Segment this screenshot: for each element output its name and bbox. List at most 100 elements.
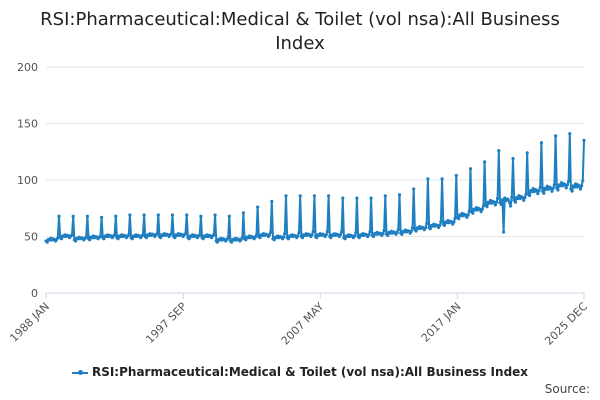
series-line-group[interactable] [44,132,586,244]
data-point[interactable] [497,149,501,153]
data-point[interactable] [396,227,400,232]
data-point[interactable] [539,141,544,145]
data-point[interactable] [272,238,276,242]
data-point[interactable] [507,201,512,205]
data-point[interactable] [258,236,262,240]
data-point[interactable] [506,198,510,202]
data-point[interactable] [513,200,518,204]
data-point[interactable] [286,237,290,241]
data-point[interactable] [500,198,504,202]
data-point[interactable] [213,213,217,217]
data-point[interactable] [386,233,390,237]
data-point[interactable] [45,240,49,244]
data-point[interactable] [199,214,203,218]
data-point[interactable] [269,230,273,234]
data-point[interactable] [479,210,483,214]
data-point[interactable] [523,196,527,200]
data-point[interactable] [301,236,305,240]
data-point[interactable] [357,236,361,240]
data-point[interactable] [353,234,357,238]
series-line[interactable] [45,132,585,244]
legend[interactable]: RSI:Pharmaceutical:Medical & Toilet (vol… [0,364,600,380]
data-point[interactable] [155,232,159,236]
data-point[interactable] [496,196,500,200]
data-point[interactable] [382,229,386,233]
data-point[interactable] [169,232,173,236]
data-point[interactable] [183,232,188,236]
data-point[interactable] [530,190,534,194]
data-point[interactable] [537,189,541,193]
data-point[interactable] [545,184,549,188]
data-point[interactable] [84,235,88,239]
data-point[interactable] [400,232,404,236]
data-point[interactable] [325,230,329,234]
data-point[interactable] [487,201,491,205]
data-point[interactable] [369,196,373,200]
data-point[interactable] [127,233,131,237]
data-point[interactable] [130,237,134,241]
data-point[interactable] [338,233,342,237]
data-point[interactable] [142,213,146,217]
data-point[interactable] [343,237,347,241]
data-point[interactable] [159,236,163,240]
data-point[interactable] [522,198,526,202]
data-point[interactable] [494,200,499,204]
data-point[interactable] [488,198,493,203]
data-point[interactable] [517,194,521,198]
data-point[interactable] [552,183,557,187]
data-point[interactable] [340,230,344,234]
data-point[interactable] [442,223,446,227]
data-point[interactable] [410,226,415,230]
data-point[interactable] [567,179,571,183]
data-point[interactable] [503,196,507,200]
data-point[interactable] [581,179,585,183]
data-point[interactable] [156,213,160,217]
data-point[interactable] [395,230,399,235]
data-point[interactable] [582,138,586,142]
data-point[interactable] [57,214,61,218]
data-point[interactable] [215,240,219,244]
data-point[interactable] [578,187,583,191]
data-point[interactable] [473,208,477,212]
data-point[interactable] [565,183,570,187]
data-point[interactable] [568,132,572,136]
data-point[interactable] [509,204,513,208]
data-point[interactable] [324,233,328,237]
data-point[interactable] [170,213,175,217]
data-point[interactable] [452,220,456,224]
data-point[interactable] [198,233,202,237]
data-point[interactable] [520,196,525,200]
data-point[interactable] [311,230,315,234]
data-point[interactable] [570,189,574,193]
data-point[interactable] [467,209,471,214]
data-point[interactable] [426,177,430,181]
data-point[interactable] [516,196,520,201]
data-point[interactable] [423,226,428,230]
data-point[interactable] [56,236,60,240]
data-point[interactable] [256,205,260,209]
data-point[interactable] [354,231,358,235]
data-point[interactable] [439,220,443,224]
data-point[interactable] [98,234,102,238]
data-point[interactable] [367,233,371,237]
data-point[interactable] [113,233,117,237]
data-point[interactable] [267,233,272,237]
data-point[interactable] [310,233,314,237]
data-point[interactable] [480,207,484,211]
data-point[interactable] [580,184,584,188]
data-point[interactable] [510,195,514,199]
data-point[interactable] [116,237,120,241]
data-point[interactable] [550,189,554,193]
data-point[interactable] [492,200,496,204]
data-point[interactable] [454,173,458,178]
data-point[interactable] [502,230,506,234]
data-point[interactable] [201,237,205,241]
data-point[interactable] [88,238,92,242]
data-point[interactable] [457,217,461,221]
data-point[interactable] [468,167,473,171]
data-point[interactable] [428,227,432,231]
data-point[interactable] [74,239,78,243]
data-point[interactable] [371,234,376,239]
data-point[interactable] [425,222,429,226]
data-point[interactable] [542,191,546,195]
